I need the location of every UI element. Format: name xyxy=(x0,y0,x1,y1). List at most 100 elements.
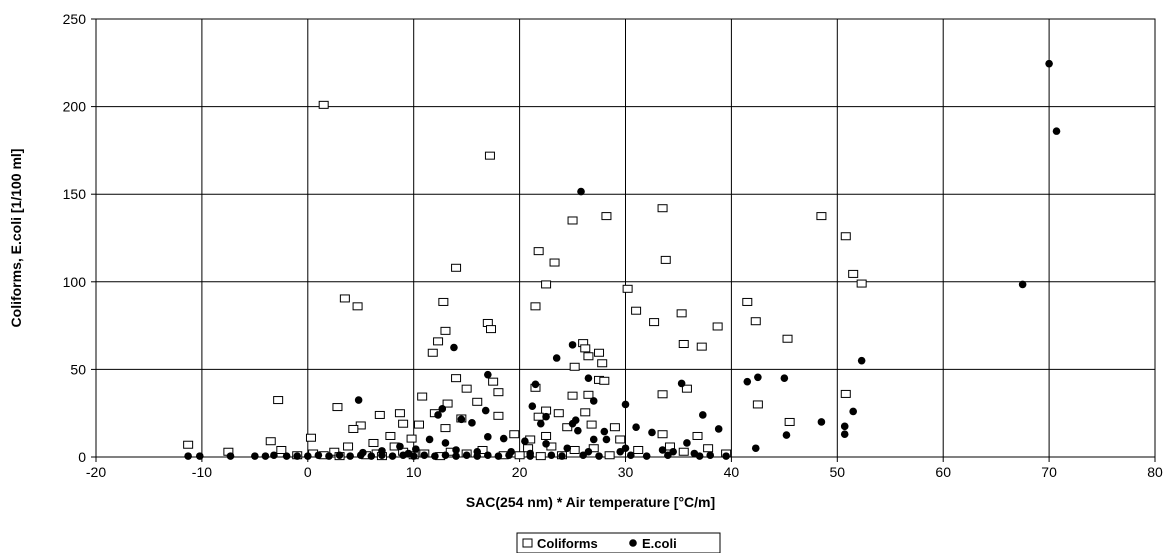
x-axis-title: SAC(254 nm) * Air temperature [°C/m] xyxy=(466,494,715,510)
legend-coliforms-marker xyxy=(522,538,533,548)
coliforms-point xyxy=(750,317,761,326)
ecoli-point xyxy=(589,397,598,405)
ecoli-point xyxy=(577,187,585,196)
ecoli-point xyxy=(595,452,603,460)
coliforms-point xyxy=(438,297,449,306)
ecoli-point xyxy=(251,452,259,460)
ecoli-point xyxy=(388,452,397,460)
ecoli-point xyxy=(404,449,413,458)
ecoli-point xyxy=(452,452,460,460)
ecoli-point xyxy=(714,425,723,433)
ecoli-point xyxy=(354,396,363,404)
coliforms-point xyxy=(339,294,350,303)
ecoli-point xyxy=(1045,59,1053,68)
ecoli-point xyxy=(589,435,598,444)
coliforms-point xyxy=(848,269,859,278)
coliforms-point xyxy=(427,348,438,357)
coliforms-point xyxy=(265,437,276,446)
ecoli-point xyxy=(600,427,609,436)
coliforms-point xyxy=(580,344,591,353)
coliforms-point xyxy=(601,212,612,221)
coliforms-point xyxy=(569,445,580,454)
coliforms-point xyxy=(752,400,763,409)
ecoli-point xyxy=(677,379,686,388)
ecoli-point xyxy=(542,412,550,421)
coliforms-point xyxy=(276,445,287,454)
coliforms-point xyxy=(493,411,504,420)
ecoli-point xyxy=(658,446,667,454)
coliforms-point xyxy=(433,337,444,346)
coliforms-point xyxy=(486,325,497,334)
ecoli-point xyxy=(521,437,529,446)
ecoli-point xyxy=(558,452,566,460)
coliforms-point xyxy=(586,420,597,429)
ecoli-point xyxy=(536,419,545,428)
y-tick-label: 0 xyxy=(78,449,86,465)
coliforms-point xyxy=(583,352,594,361)
coliforms-point xyxy=(530,302,541,311)
coliforms-point xyxy=(784,417,795,426)
ecoli-point xyxy=(282,452,291,460)
x-tick-label: 50 xyxy=(830,464,846,480)
ecoli-point xyxy=(195,452,204,460)
ecoli-point xyxy=(563,444,572,453)
coliforms-point xyxy=(493,388,504,397)
ecoli-point xyxy=(683,439,691,447)
ecoli-point xyxy=(574,426,582,435)
coliforms-point xyxy=(594,348,605,357)
coliforms-point xyxy=(649,318,660,327)
coliforms-point xyxy=(567,391,578,400)
coliforms-point xyxy=(533,247,544,256)
coliforms-point xyxy=(514,451,525,460)
coliforms-point xyxy=(183,440,194,449)
coliforms-point xyxy=(549,258,560,267)
ecoli-point xyxy=(584,447,593,456)
y-tick-label: 100 xyxy=(63,274,87,290)
x-tick-label: -20 xyxy=(86,464,106,480)
ecoli-point xyxy=(484,451,492,460)
coliforms-point xyxy=(678,447,689,456)
coliforms-point xyxy=(440,326,451,335)
ecoli-point xyxy=(304,452,312,460)
coliforms-point xyxy=(633,445,644,454)
coliforms-point xyxy=(856,279,867,288)
y-tick-label: 150 xyxy=(63,186,87,202)
ecoli-point xyxy=(568,341,577,349)
coliforms-point xyxy=(398,419,409,428)
ecoli-point xyxy=(325,452,333,460)
y-axis-title: Coliforms, E.coli [1/100 ml] xyxy=(8,149,24,328)
ecoli-point xyxy=(531,380,540,389)
x-tick-label: 70 xyxy=(1041,464,1057,480)
ecoli-point xyxy=(438,405,447,413)
coliforms-point xyxy=(631,306,642,315)
ecoli-point xyxy=(226,452,235,460)
x-tick-label: -10 xyxy=(192,464,212,480)
coliforms-point xyxy=(580,408,591,417)
coliforms-point xyxy=(406,434,417,443)
ecoli-point xyxy=(857,356,866,365)
legend-ecoli-marker xyxy=(629,539,637,547)
coliforms-point xyxy=(374,410,385,419)
y-tick-label: 250 xyxy=(63,11,87,27)
ecoli-point xyxy=(584,374,593,382)
coliforms-point xyxy=(305,433,316,442)
ecoli-point xyxy=(552,354,561,362)
ecoli-point xyxy=(840,430,849,439)
coliforms-point xyxy=(451,374,462,383)
ecoli-point xyxy=(412,445,420,453)
coliforms-point xyxy=(535,452,546,461)
ecoli-point xyxy=(441,439,450,447)
x-tick-label: 30 xyxy=(618,464,634,480)
ecoli-point xyxy=(1052,127,1061,135)
ecoli-point xyxy=(621,400,630,409)
ecoli-point xyxy=(528,402,537,410)
ecoli-point xyxy=(450,343,458,352)
coliforms-point xyxy=(472,397,483,406)
coliforms-point xyxy=(597,359,608,368)
coliforms-point xyxy=(657,430,668,439)
ecoli-point xyxy=(452,446,460,454)
ecoli-point xyxy=(1018,280,1027,289)
coliforms-point xyxy=(417,392,428,401)
coliforms-point xyxy=(657,204,668,213)
